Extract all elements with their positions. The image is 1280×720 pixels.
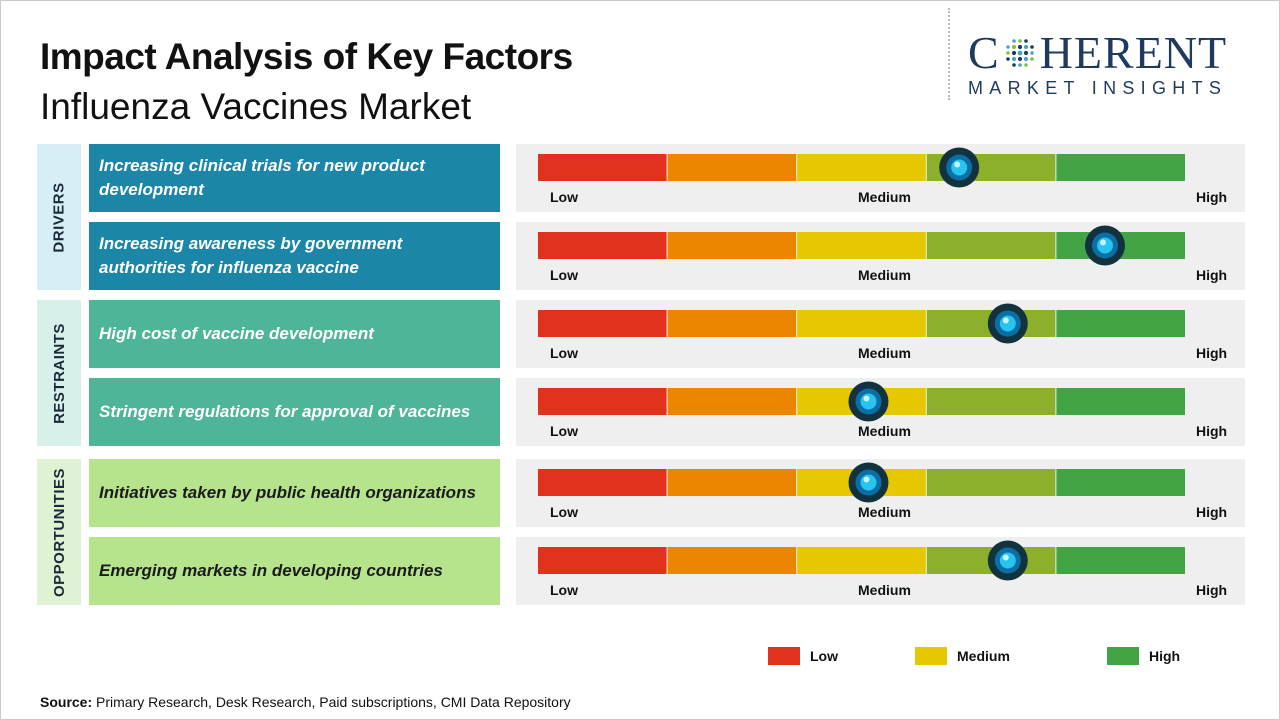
legend-swatch: [768, 647, 800, 665]
factor-label: Initiatives taken by public health organ…: [89, 459, 500, 527]
tick-label-medium: Medium: [858, 267, 911, 283]
bar-segment: [538, 547, 667, 574]
factor-label: Increasing awareness by government autho…: [89, 222, 500, 290]
bar-segment: [538, 154, 667, 181]
company-logo: C HERENT MARKET INSIGHTS: [968, 30, 1264, 99]
legend-item: Low: [768, 647, 838, 665]
bar-segment: [667, 232, 797, 259]
bar-segment: [926, 469, 1056, 496]
impact-marker: [848, 381, 889, 422]
impact-marker: [987, 303, 1028, 344]
tick-label-high: High: [1196, 504, 1228, 520]
bar-segment: [926, 388, 1056, 415]
category-opportunities: OPPORTUNITIES: [37, 459, 81, 605]
bar-segment: [797, 232, 926, 259]
legend-label: Low: [810, 648, 838, 664]
bar-segment: [797, 547, 926, 574]
impact-marker: [939, 147, 980, 188]
bar-segment: [1056, 469, 1185, 496]
impact-marker: [987, 540, 1028, 581]
source-label: Source:: [40, 694, 93, 710]
category-drivers: DRIVERS: [37, 144, 81, 290]
legend-label: High: [1149, 648, 1181, 664]
bar-segment: [538, 388, 667, 415]
impact-bar: [538, 540, 1185, 581]
tick-label-high: High: [1196, 267, 1228, 283]
impact-meter: Low Medium High: [516, 537, 1245, 605]
factor-label: Increasing clinical trials for new produ…: [89, 144, 500, 212]
bar-segment: [667, 154, 797, 181]
impact-meter: Low Medium High: [516, 300, 1245, 368]
impact-meter: Low Medium High: [516, 459, 1245, 527]
category-restraints: RESTRAINTS: [37, 300, 81, 446]
factor-label: Stringent regulations for approval of va…: [89, 378, 500, 446]
header-divider: [948, 8, 950, 100]
impact-bar: [538, 147, 1185, 188]
bar-segment: [667, 310, 797, 337]
tick-label-medium: Medium: [858, 582, 911, 598]
impact-bar: [538, 225, 1185, 266]
source-text: Primary Research, Desk Research, Paid su…: [96, 694, 571, 710]
legend-item: Medium: [915, 647, 1010, 665]
bar-segment: [797, 310, 926, 337]
category-label: OPPORTUNITIES: [50, 467, 68, 597]
page-title: Impact Analysis of Key Factors: [40, 36, 573, 77]
bar-segment: [1056, 154, 1185, 181]
factor-label: Emerging markets in developing countries: [89, 537, 500, 605]
impact-bar: [538, 303, 1185, 344]
tick-label-low: Low: [550, 423, 578, 439]
tick-label-low: Low: [550, 504, 578, 520]
tick-label-high: High: [1196, 189, 1228, 205]
legend-label: Medium: [957, 648, 1010, 664]
bar-segment: [926, 232, 1056, 259]
tick-label-low: Low: [550, 582, 578, 598]
impact-meter: Low Medium High: [516, 222, 1245, 290]
category-label: DRIVERS: [50, 181, 68, 253]
impact-bar: [538, 462, 1185, 503]
bar-segment: [1056, 310, 1185, 337]
page-subtitle: Influenza Vaccines Market: [40, 86, 472, 127]
legend-item: High: [1107, 647, 1180, 665]
bar-segment: [667, 469, 797, 496]
bar-segment: [797, 154, 926, 181]
tick-label-medium: Medium: [858, 504, 911, 520]
tick-label-low: Low: [550, 267, 578, 283]
impact-meter: Low Medium High: [516, 378, 1245, 446]
tick-label-medium: Medium: [858, 423, 911, 439]
tick-label-medium: Medium: [858, 345, 911, 361]
tick-label-high: High: [1196, 582, 1228, 598]
impact-meter: Low Medium High: [516, 144, 1245, 212]
tick-label-medium: Medium: [858, 189, 911, 205]
bar-segment: [667, 388, 797, 415]
impact-bar: [538, 381, 1185, 422]
logo-dot-icon: [1005, 39, 1034, 67]
source-note: Source: Primary Research, Desk Research,…: [40, 694, 571, 710]
bar-segment: [1056, 388, 1185, 415]
logo-tagline: MARKET INSIGHTS: [968, 78, 1228, 98]
bar-segment: [538, 469, 667, 496]
legend-swatch: [1107, 647, 1139, 665]
bar-segment: [667, 547, 797, 574]
impact-marker: [1085, 225, 1125, 266]
legend-swatch: [915, 647, 947, 665]
logo-wordmark: C HERENT: [968, 27, 1228, 78]
tick-label-high: High: [1196, 345, 1228, 361]
tick-label-low: Low: [550, 189, 578, 205]
tick-label-low: Low: [550, 345, 578, 361]
category-label: RESTRAINTS: [50, 322, 68, 424]
factor-label: High cost of vaccine development: [89, 300, 500, 368]
bar-segment: [1056, 547, 1185, 574]
bar-segment: [538, 232, 667, 259]
bar-segment: [538, 310, 667, 337]
impact-marker: [848, 462, 889, 503]
tick-label-high: High: [1196, 423, 1228, 439]
